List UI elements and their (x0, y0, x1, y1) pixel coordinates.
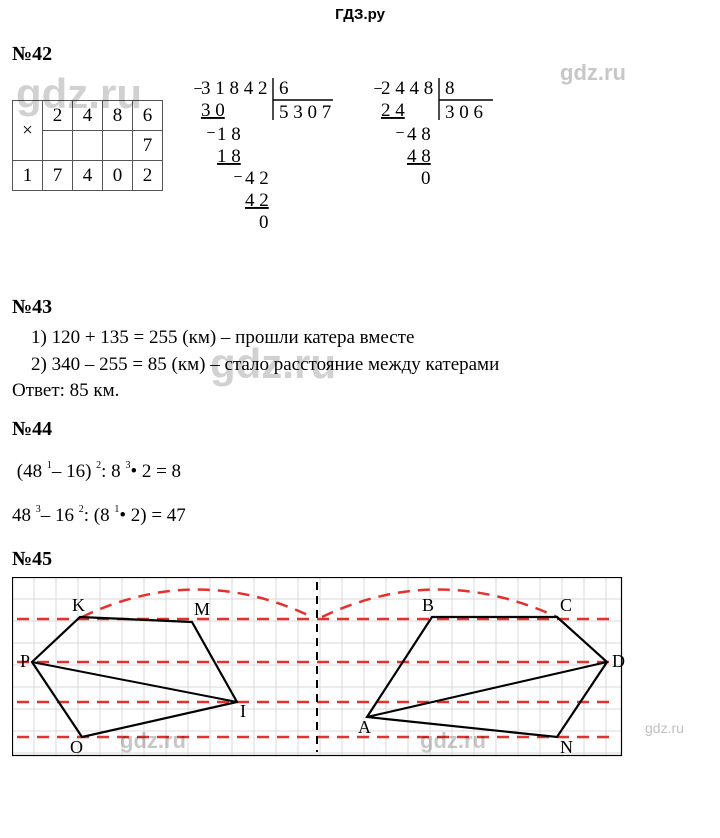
sec42-body: × 2 4 8 6 7 1 7 4 0 2 ₋ 3 1 8 4 2 6 5 3 … (0, 72, 720, 278)
svg-text:₋: ₋ (395, 120, 405, 141)
svg-text:8: 8 (445, 78, 455, 99)
svg-text:4 2: 4 2 (245, 168, 269, 189)
svg-text:M: M (194, 599, 210, 619)
svg-text:4 8: 4 8 (407, 124, 431, 145)
svg-text:D: D (612, 651, 625, 671)
sec44-title: №44 (12, 418, 720, 441)
sec45-svg: P K M I O A B C D N (12, 577, 652, 757)
long-division-1: ₋ 3 1 8 4 2 6 5 3 0 7 3 0 ₋ 1 8 1 8 ₋ 4 … (193, 72, 343, 278)
svg-text:A: A (358, 717, 371, 737)
site-header: ГДЗ.ру (0, 0, 720, 33)
watermark-tiny: gdz.ru (645, 720, 684, 736)
sec43-title: №43 (12, 296, 720, 319)
sec44-expr2: 48 3– 16 2: (8 1• 2) = 47 (12, 503, 186, 529)
mult-table: × 2 4 8 6 7 1 7 4 0 2 (12, 100, 163, 191)
svg-text:4 8: 4 8 (407, 146, 431, 167)
svg-text:B: B (422, 595, 434, 615)
sec43-line1: 1) 120 + 135 = 255 (км) – прошли катера … (12, 325, 708, 351)
div1-svg: ₋ 3 1 8 4 2 6 5 3 0 7 3 0 ₋ 1 8 1 8 ₋ 4 … (193, 72, 343, 272)
cell: 2 (43, 101, 73, 131)
svg-text:₋: ₋ (233, 164, 243, 185)
sec45-diagram: P K M I O A B C D N (12, 577, 652, 757)
mult-sign: × (13, 101, 43, 161)
sec44-expr1: (48 1– 16) 2: 8 3• 2 = 8 (12, 459, 181, 485)
svg-text:2 4: 2 4 (381, 100, 405, 121)
sec43-line2: 2) 340 – 255 = 85 (км) – стало расстояни… (12, 352, 708, 378)
cell: 1 (13, 161, 43, 191)
sec42-title: №42 (12, 43, 720, 66)
sec43-answer: Ответ: 85 км. (12, 378, 708, 404)
long-division-2: ₋ 2 4 4 8 8 3 0 6 2 4 ₋ 4 8 4 8 0 (373, 72, 513, 238)
sec44-body: (48 1– 16) 2: 8 3• 2 = 8 48 3– 16 2: (8 … (0, 447, 720, 534)
svg-text:₋: ₋ (206, 120, 216, 141)
cell: 7 (133, 131, 163, 161)
div2-svg: ₋ 2 4 4 8 8 3 0 6 2 4 ₋ 4 8 4 8 0 (373, 72, 513, 232)
cell: 0 (103, 161, 133, 191)
cell (73, 131, 103, 161)
sec43-body: 1) 120 + 135 = 255 (км) – прошли катера … (0, 325, 720, 404)
cell (103, 131, 133, 161)
svg-text:0: 0 (421, 168, 431, 189)
cell: 7 (43, 161, 73, 191)
cell: 4 (73, 101, 103, 131)
svg-text:3 1 8 4 2: 3 1 8 4 2 (201, 78, 268, 99)
svg-text:6: 6 (279, 78, 289, 99)
svg-text:C: C (560, 595, 572, 615)
cell: 6 (133, 101, 163, 131)
svg-text:3 0 6: 3 0 6 (445, 102, 483, 123)
svg-text:5 3 0 7: 5 3 0 7 (279, 102, 331, 123)
svg-text:3 0: 3 0 (201, 100, 225, 121)
svg-text:I: I (240, 701, 246, 721)
svg-text:2 4 4 8: 2 4 4 8 (381, 78, 433, 99)
svg-text:K: K (72, 595, 85, 615)
cell: 2 (133, 161, 163, 191)
svg-text:4 2: 4 2 (245, 190, 269, 211)
svg-text:P: P (20, 651, 30, 671)
svg-text:O: O (70, 737, 83, 757)
cell: 8 (103, 101, 133, 131)
cell: 4 (73, 161, 103, 191)
cell (43, 131, 73, 161)
svg-text:N: N (560, 737, 573, 757)
sec45-title: №45 (12, 548, 720, 571)
svg-text:1 8: 1 8 (217, 124, 241, 145)
svg-text:0: 0 (259, 212, 269, 233)
